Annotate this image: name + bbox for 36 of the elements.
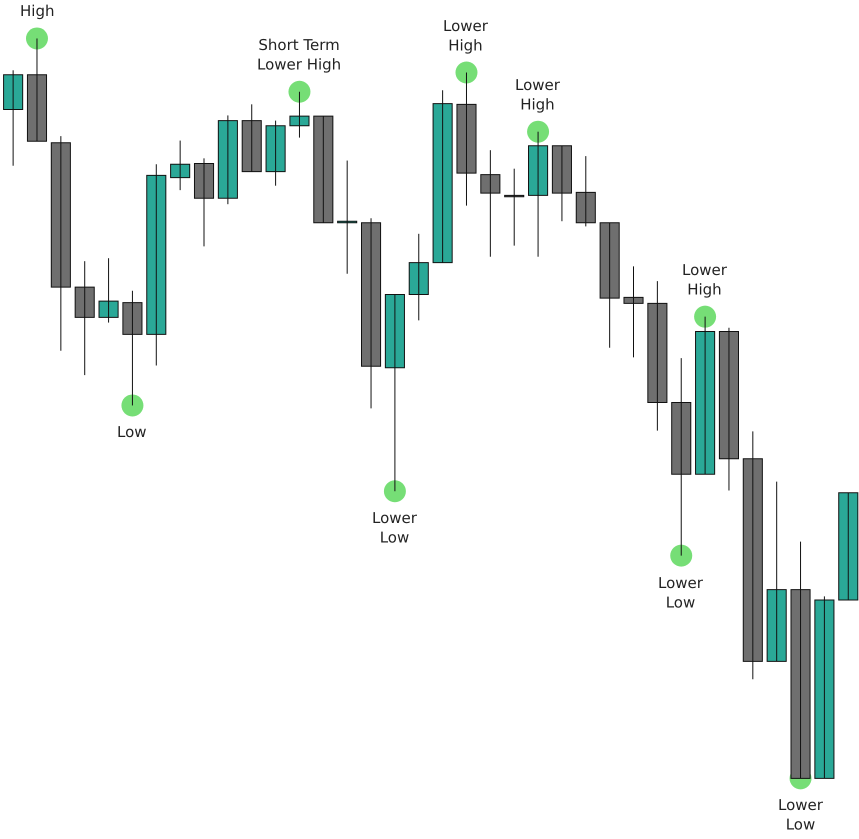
annotation: Lower High [682, 261, 728, 298]
candlestick [718, 327, 739, 492]
candlestick [50, 136, 71, 352]
annotation: Lower Low [778, 796, 824, 834]
annotation: Lower Low [658, 574, 704, 612]
candlestick [3, 70, 24, 166]
candlestick [337, 160, 358, 274]
candlestick [766, 481, 787, 662]
candlestick [74, 260, 95, 376]
annotation: Short Term Lower High [257, 36, 342, 74]
candlestick [600, 222, 620, 348]
candlestick [432, 90, 453, 264]
annotation: High [20, 2, 54, 20]
annotation: Lower High [443, 17, 489, 54]
candlestick [146, 164, 166, 366]
candlestick [408, 233, 429, 321]
annotation: Lower High [515, 76, 561, 114]
candlestick [194, 158, 214, 247]
annotation: Low [117, 423, 147, 441]
candlestick [623, 266, 644, 358]
candlestick [504, 168, 524, 246]
candlestick [218, 114, 238, 205]
annotation: Lower Low [372, 509, 418, 546]
candlestick [838, 492, 858, 601]
candlestick [266, 120, 286, 186]
candlestick [361, 218, 382, 409]
candlestick [170, 140, 190, 191]
candlestick [742, 430, 763, 680]
candlestick [480, 150, 500, 258]
candlestick [814, 596, 834, 779]
candlestick [576, 156, 596, 227]
candlestick [552, 145, 572, 222]
candlestick [313, 116, 334, 224]
candlestick [647, 280, 668, 432]
candlestick [242, 104, 262, 172]
candlestick [98, 258, 119, 324]
